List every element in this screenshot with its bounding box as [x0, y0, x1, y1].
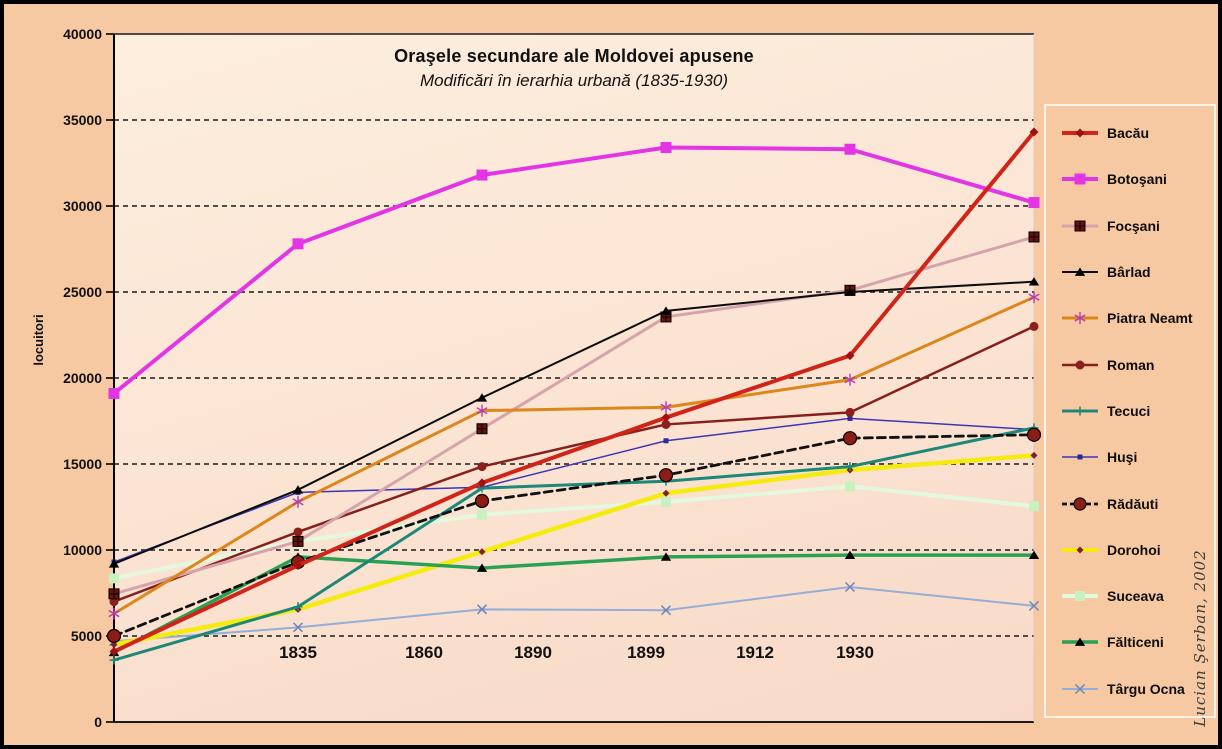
- legend-swatch-dorohoi: [1062, 546, 1098, 554]
- series-barlad: [108, 277, 1040, 568]
- legend-item-radauti: Rădăuti: [1060, 484, 1214, 524]
- series-roman: [109, 321, 1039, 607]
- y-tick-label: 10000: [63, 542, 102, 558]
- chart-subtitle: Modificări în ierarhia urbană (1835-1930…: [419, 71, 729, 90]
- legend-item-falticeni: Fălticeni: [1060, 622, 1214, 662]
- legend-swatch-focsani: [1062, 220, 1098, 232]
- legend-item-bacau: Bacău: [1060, 113, 1214, 153]
- y-tick-label: 35000: [63, 112, 102, 128]
- legend-label-falticeni: Fălticeni: [1107, 634, 1164, 651]
- legend-swatch-barlad: [1062, 267, 1098, 276]
- legend-label-suceava: Suceava: [1107, 588, 1164, 605]
- chart-title: Oraşele secundare ale Moldovei apusene: [394, 46, 754, 66]
- legend-label-roman: Roman: [1107, 356, 1155, 373]
- x-tick-label: 1912: [736, 643, 774, 662]
- legend-label-tecuci: Tecuci: [1107, 402, 1151, 419]
- line-chart: 0 5000 10000 15000 20000 25000 30000 35000 40000…: [63, 26, 1042, 730]
- y-tick-label: 15000: [63, 456, 102, 472]
- series-bacau: [109, 127, 1039, 656]
- legend-item-barlad: Bârlad: [1060, 252, 1214, 292]
- y-tick-label: 30000: [63, 198, 102, 214]
- x-tick-label: 1860: [405, 643, 443, 662]
- x-tick-label: 1890: [514, 643, 552, 662]
- legend-item-focsani: Focşani: [1060, 206, 1214, 246]
- legend-item-husi: Huşi: [1060, 437, 1214, 477]
- legend-item-targu-ocna: Târgu Ocna: [1060, 669, 1214, 709]
- legend-label-radauti: Rădăuti: [1107, 495, 1159, 512]
- series-botosani: [108, 142, 1040, 399]
- legend-item-piatra-neamt: Piatra Neamt: [1060, 298, 1214, 338]
- author-signature: Lucian Şerban, 2002: [1191, 549, 1209, 727]
- legend-label-bacau: Bacău: [1107, 125, 1150, 142]
- legend-label-piatra-neamt: Piatra Neamt: [1107, 310, 1193, 327]
- legend-label-dorohoi: Dorohoi: [1107, 541, 1161, 558]
- legend-label-husi: Huşi: [1107, 449, 1138, 466]
- x-tick-label: 1930: [836, 643, 874, 662]
- legend-swatch-targu-ocna: [1062, 683, 1098, 694]
- legend-item-dorohoi: Dorohoi: [1060, 530, 1214, 570]
- legend-label-botosani: Botoşani: [1107, 171, 1167, 188]
- legend-swatch-bacau: [1062, 128, 1098, 138]
- title-block: Oraşele secundare ale Moldovei apusene M…: [164, 46, 984, 91]
- legend: Bacău Botoşani Focşani Bârlad Piatra Neamt Ro…: [1044, 104, 1216, 718]
- legend-item-tecuci: Tecuci: [1060, 391, 1214, 431]
- legend-swatch-piatra-neamt: [1062, 312, 1098, 325]
- legend-item-roman: Roman: [1060, 345, 1214, 385]
- y-tick-label: 20000: [63, 370, 102, 386]
- series-focsani: [108, 231, 1040, 600]
- legend-swatch-tecuci: [1062, 406, 1098, 416]
- legend-label-barlad: Bârlad: [1107, 264, 1151, 281]
- legend-item-botosani: Botoşani: [1060, 159, 1214, 199]
- legend-swatch-suceava: [1062, 591, 1098, 602]
- x-tick-label: 1899: [627, 643, 665, 662]
- series-tecuci: [109, 423, 1039, 665]
- legend-swatch-roman: [1062, 360, 1098, 370]
- legend-label-targu-ocna: Târgu Ocna: [1107, 680, 1185, 697]
- x-axis-labels: 1835 1860 1890 1899 1912 1930: [279, 643, 874, 662]
- y-tick-label: 0: [94, 714, 102, 730]
- y-tick-label: 25000: [63, 284, 102, 300]
- y-tick-label: 40000: [63, 26, 102, 42]
- legend-swatch-botosani: [1062, 173, 1098, 185]
- series-falticeni: [108, 550, 1040, 657]
- y-tick-label: 5000: [71, 628, 102, 644]
- legend-swatch-radauti: [1062, 496, 1098, 511]
- legend-swatch-husi: [1062, 454, 1098, 460]
- legend-item-suceava: Suceava: [1060, 576, 1214, 616]
- y-axis-title: locuitori: [31, 314, 47, 366]
- legend-label-focsani: Focşani: [1107, 217, 1160, 234]
- series-piatra-neamt: [108, 291, 1040, 620]
- gridlines: 0 5000 10000 15000 20000 25000 30000 35000 40000: [63, 26, 1034, 730]
- legend-swatch-falticeni: [1062, 637, 1098, 647]
- x-tick-label: 1835: [279, 643, 317, 662]
